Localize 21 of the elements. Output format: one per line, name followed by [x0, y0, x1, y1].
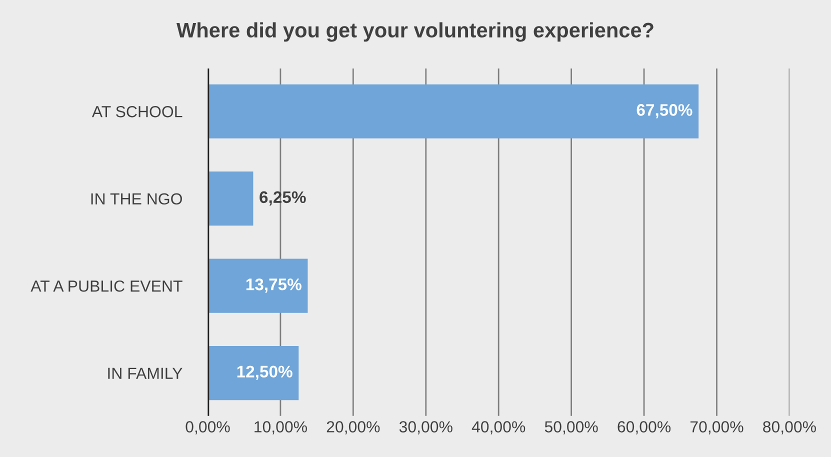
bar	[208, 346, 299, 400]
x-tick-label: 60,00%	[618, 421, 671, 434]
x-tick-label: 0,00%	[186, 421, 230, 434]
x-tick-label: 40,00%	[472, 421, 526, 434]
y-tick-label: IN FAMILY	[108, 368, 182, 379]
x-tick-label: 10,00%	[254, 421, 307, 434]
x-tick-label: 70,00%	[690, 421, 744, 434]
bar	[208, 84, 699, 138]
x-tick-label: 20,00%	[326, 421, 380, 434]
chart-title: Where did you get your voluntering experience?	[176, 22, 654, 42]
y-tick-label: AT A PUBLIC EVENT	[30, 280, 182, 292]
data-label: 13,75%	[246, 278, 302, 293]
bar	[208, 172, 254, 226]
data-label: 67,50%	[636, 104, 692, 118]
x-tick-label: 80,00%	[763, 421, 816, 434]
bar	[208, 258, 308, 313]
y-tick-label: IN THE NGO	[91, 193, 182, 205]
x-tick-label: 50,00%	[544, 421, 598, 434]
y-tick-label: AT SCHOOL	[92, 106, 182, 118]
x-tick-label: 30,00%	[399, 421, 452, 434]
data-label: 12,50%	[237, 366, 292, 380]
